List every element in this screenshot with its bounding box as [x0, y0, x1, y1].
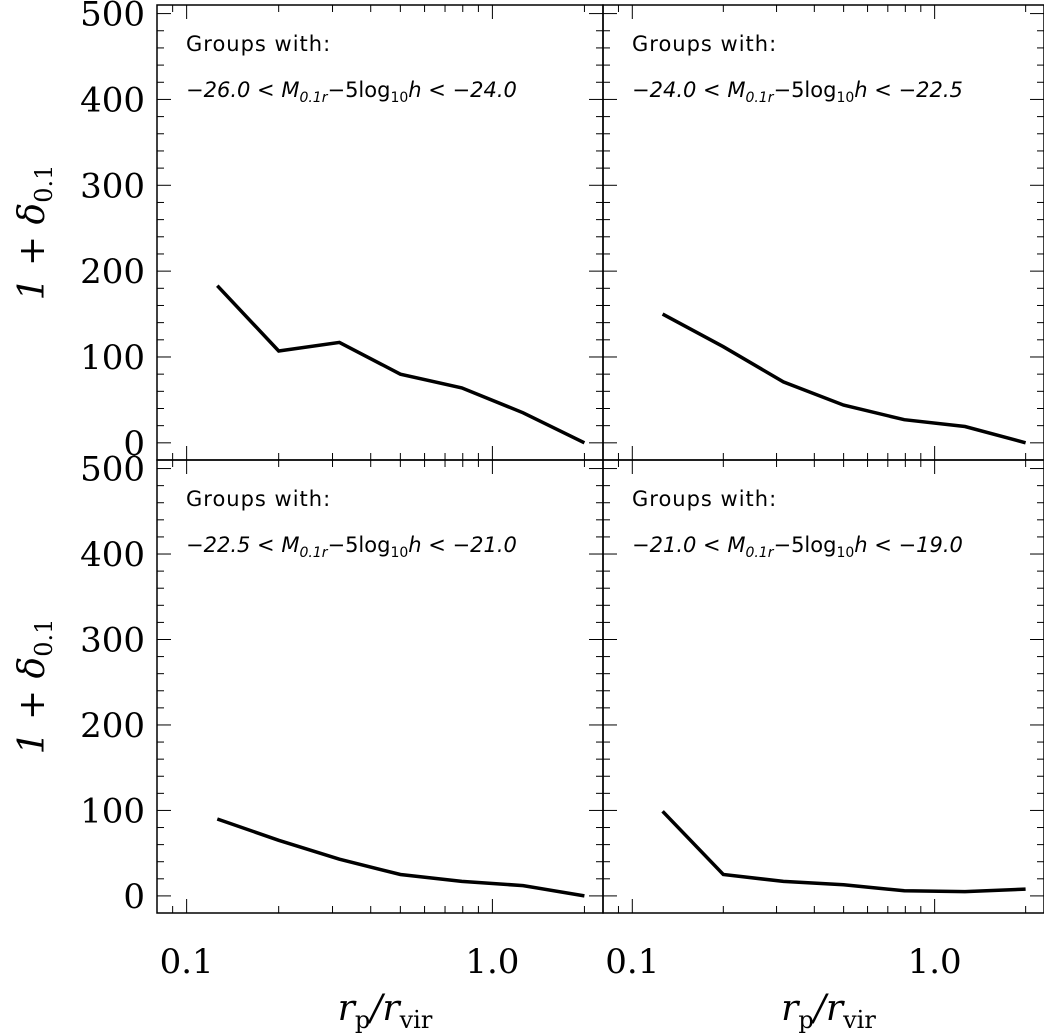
panel-header: Groups with: [632, 487, 777, 511]
range-low: −24.0 [632, 78, 696, 102]
log-subscript: 10 [836, 545, 854, 561]
magnitude-subscript: 0.1r [745, 545, 774, 561]
y-tick-label: 500 [80, 0, 145, 35]
y-tick-label: 300 [80, 166, 145, 206]
range-high: −24.0 [453, 78, 517, 102]
x-axis-label: rp/rvir [781, 988, 876, 1034]
y-axis-label-subscript: 0.1 [30, 619, 58, 657]
lt-symbol: < [250, 533, 281, 557]
magnitude-range-label: −22.5 < M0.1r−5log10h < −21.0 [186, 533, 517, 561]
range-low: −22.5 [186, 533, 250, 557]
lt-symbol: < [422, 78, 453, 102]
lt-symbol: < [696, 533, 727, 557]
lt-symbol: < [422, 533, 453, 557]
y-tick-label: 100 [80, 791, 145, 831]
panel-1: 0 100 200 300 400 500 Groups with: −26.0 < M0.1… [80, 0, 604, 464]
y-axis-label-symbol: δ [12, 203, 53, 225]
log-subscript: 10 [836, 90, 854, 106]
lt-symbol: < [696, 78, 727, 102]
magnitude-range-label: −21.0 < M0.1r−5log10h < −19.0 [632, 533, 963, 561]
x-tick-label: 0.1 [605, 942, 659, 982]
series-line [216, 817, 585, 898]
log-subscript: 10 [390, 90, 408, 106]
y-axis-label-subscript: 0.1 [30, 165, 58, 203]
panel-frame [156, 4, 604, 461]
y-tick-label: 0 [123, 424, 145, 464]
x-axis-label-main: r [781, 988, 800, 1029]
panel-4: 0.1 1.0 Groups with: −21.0 < M0.1r−5log10h … [602, 459, 1044, 982]
magnitude-symbol: M [281, 533, 299, 557]
lt-symbol: < [868, 78, 899, 102]
h-symbol: h [854, 533, 867, 557]
magnitude-subscript: 0.1r [745, 90, 774, 106]
series-line [661, 312, 1027, 445]
panel-header: Groups with: [632, 32, 777, 56]
log-operator: −5log [773, 78, 836, 102]
lt-symbol: < [250, 78, 281, 102]
y-tick-label: 300 [80, 620, 145, 660]
log-operator: −5log [327, 533, 390, 557]
x-axis-label-subscript: p [798, 1006, 813, 1034]
range-high: −21.0 [453, 533, 517, 557]
panel-frame [602, 459, 1044, 914]
series-line [661, 810, 1026, 894]
x-axis-label-subscript: p [355, 1006, 370, 1034]
h-symbol: h [408, 78, 421, 102]
range-low: −26.0 [186, 78, 250, 102]
panel-header: Groups with: [186, 32, 331, 56]
h-symbol: h [408, 533, 421, 557]
range-low: −21.0 [632, 533, 696, 557]
y-tick-label: 100 [80, 338, 145, 378]
x-axis-label: rp/rvir [338, 988, 433, 1034]
y-tick-label: 400 [80, 535, 145, 575]
lt-symbol: < [868, 533, 899, 557]
magnitude-symbol: M [727, 533, 745, 557]
series-line [216, 284, 586, 445]
panel-3: 0 100 200 300 400 500 0.1 1.0 Groups with: −22.5 … [80, 450, 604, 982]
x-axis-label-mid: /r [811, 988, 845, 1029]
x-axis-label-subscript-vir: vir [842, 1006, 876, 1034]
panel-frame [602, 4, 1044, 461]
panel-2: Groups with: −24.0 < M0.1r−5log10h < −22.… [602, 4, 1044, 461]
range-high: −19.0 [899, 533, 963, 557]
y-tick-label: 0 [123, 877, 145, 917]
x-tick-label: 1.0 [908, 942, 962, 982]
y-tick-label: 500 [80, 450, 145, 490]
y-axis-label-prefix: 1 + [12, 224, 53, 300]
log-subscript: 10 [390, 545, 408, 561]
x-axis-label-main: r [338, 988, 357, 1029]
x-tick-label: 0.1 [160, 942, 214, 982]
h-symbol: h [854, 78, 867, 102]
x-tick-label: 1.0 [465, 942, 519, 982]
x-axis-label-subscript-vir: vir [399, 1006, 433, 1034]
magnitude-symbol: M [727, 78, 745, 102]
y-tick-label: 400 [80, 80, 145, 120]
magnitude-subscript: 0.1r [299, 545, 328, 561]
y-axis-label: 1 + δ0.1 [12, 619, 58, 755]
panel-frame [156, 459, 604, 914]
y-tick-label: 200 [80, 706, 145, 746]
y-axis-label-symbol: δ [12, 657, 53, 679]
magnitude-range-label: −26.0 < M0.1r−5log10h < −24.0 [186, 78, 517, 106]
y-axis-label-prefix: 1 + [12, 678, 53, 754]
x-axis-label-mid: /r [367, 988, 401, 1029]
log-operator: −5log [773, 533, 836, 557]
magnitude-subscript: 0.1r [299, 90, 328, 106]
y-tick-label: 200 [80, 252, 145, 292]
range-high: −22.5 [899, 78, 963, 102]
log-operator: −5log [327, 78, 390, 102]
magnitude-range-label: −24.0 < M0.1r−5log10h < −22.5 [632, 78, 963, 106]
magnitude-symbol: M [281, 78, 299, 102]
panel-header: Groups with: [186, 487, 331, 511]
y-axis-label: 1 + δ0.1 [12, 165, 58, 301]
